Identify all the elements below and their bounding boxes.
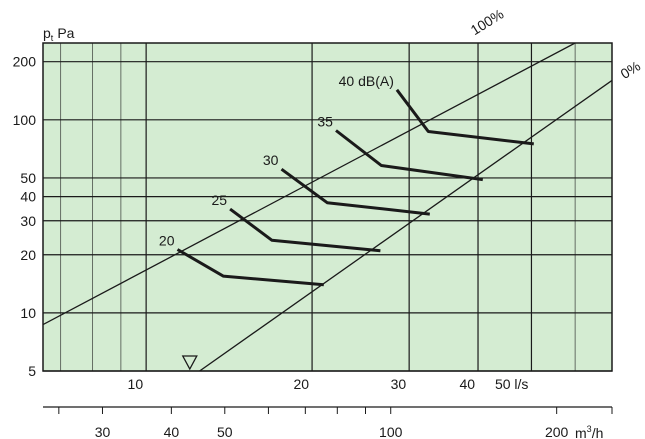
noise-curve-label: 40 dB(A) — [339, 73, 394, 89]
noise-curve — [280, 167, 430, 216]
noise-curve — [176, 248, 324, 287]
x-axis-m3h-unit-label: m3/h — [575, 424, 603, 439]
grid-lines — [43, 43, 612, 372]
x-axis-m3h: 30 40 50 100 200 — [43, 406, 613, 439]
y-tick-label: 5 — [28, 363, 36, 379]
m3h-tick-label: 100 — [379, 424, 403, 439]
x-tick-label: 40 — [459, 376, 475, 392]
y-axis-label: pt Pa — [43, 25, 75, 43]
noise-curve — [335, 129, 484, 182]
m3h-tick-label: 40 — [164, 424, 180, 439]
x-tick-label: 10 — [128, 376, 144, 392]
y-tick-label: 20 — [20, 247, 36, 263]
y-tick-label: 50 — [20, 170, 36, 186]
noise-curve-label: 35 — [317, 114, 333, 130]
y-tick-label: 100 — [13, 112, 37, 128]
plot-area — [43, 43, 612, 371]
x-tick-label: 50 l/s — [495, 376, 528, 392]
plot-frame — [42, 42, 613, 372]
damper-label: 100% — [468, 6, 507, 39]
y-tick-label: 200 — [13, 54, 37, 70]
noise-curve — [229, 207, 381, 253]
m3h-tick-label: 30 — [95, 424, 111, 439]
noise-curve-label: 30 — [263, 152, 279, 168]
y-tick-label: 10 — [20, 305, 36, 321]
m3h-tick-label: 200 — [545, 424, 569, 439]
chart-curves — [43, 43, 612, 371]
noise-curve — [395, 88, 534, 146]
damper-label: 0% — [618, 58, 644, 82]
damper-line — [199, 79, 612, 371]
y-tick-label: 30 — [20, 213, 36, 229]
y-tick-label: 40 — [20, 189, 36, 205]
x-tick-label: 20 — [294, 376, 310, 392]
triangle-down-icon — [181, 355, 198, 371]
marker — [181, 355, 198, 371]
x-axis-ls-tick-labels: 10 20 30 40 50 l/s — [128, 376, 529, 392]
noise-curve-label: 20 — [159, 232, 175, 248]
x-tick-label: 30 — [391, 376, 407, 392]
noise-curve-label: 25 — [212, 192, 228, 208]
m3h-tick-label: 50 — [217, 424, 233, 439]
y-axis-tick-labels: 5 10 20 30 40 50 100 200 — [13, 54, 37, 379]
damper-line — [43, 43, 576, 326]
